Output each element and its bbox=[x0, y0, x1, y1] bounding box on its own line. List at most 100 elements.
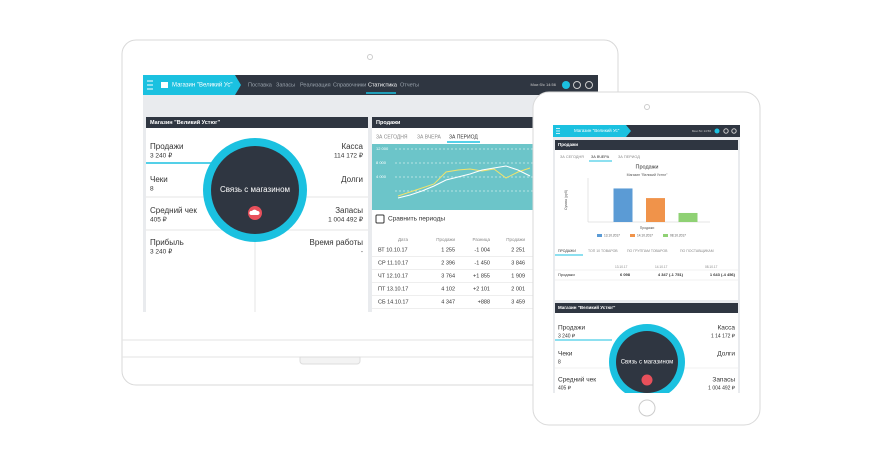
stat-label: Касса bbox=[717, 325, 735, 332]
table-header: Продажи bbox=[436, 237, 455, 242]
laptop-camera bbox=[367, 54, 373, 60]
tab: ЗА ВЧЕРА bbox=[591, 155, 610, 159]
table-cell: +888 bbox=[478, 299, 490, 305]
table-cell: 6 098 bbox=[620, 272, 631, 277]
tab: ЗА ВЧЕРА bbox=[417, 134, 442, 140]
stat-value: 8 bbox=[150, 186, 154, 193]
table-cell: 3 846 bbox=[511, 260, 525, 266]
badge-core bbox=[211, 146, 299, 234]
laptop-notch bbox=[299, 356, 361, 365]
table-cell: 4 347 (-1 751) bbox=[658, 272, 684, 277]
legend-label: 13.10.2017 bbox=[604, 233, 620, 237]
table-cell: -1 450 bbox=[474, 260, 490, 266]
table-cell: 4 347 bbox=[441, 299, 455, 305]
bar bbox=[613, 188, 633, 222]
table-cell: Продажи bbox=[558, 272, 575, 277]
compare-link: Сравнить периоды bbox=[388, 216, 445, 223]
stat-label: Продажи bbox=[150, 142, 183, 151]
panel-header bbox=[555, 140, 738, 150]
table-cell: 2 396 bbox=[441, 260, 455, 266]
connect-label: Связь с магазином bbox=[621, 360, 674, 366]
table-cell: +2 101 bbox=[473, 286, 490, 292]
table-cell: -1 004 bbox=[474, 247, 490, 253]
panel-header bbox=[146, 117, 368, 128]
nav-item: Поставка bbox=[248, 82, 273, 88]
stat-label: Чеки bbox=[558, 351, 573, 358]
nav-item: Статистика bbox=[368, 82, 398, 88]
msg-icon[interactable] bbox=[562, 81, 570, 89]
stat-value: 114 172 ₽ bbox=[334, 152, 364, 160]
connect-label: Связь с магазином bbox=[220, 185, 290, 194]
nav-item: Справочники bbox=[333, 82, 366, 88]
home-button[interactable] bbox=[638, 399, 656, 417]
tablet-camera bbox=[644, 104, 650, 110]
stat-value: 1 004 492 ₽ bbox=[708, 385, 736, 391]
stat-value: 405 ₽ bbox=[150, 216, 168, 224]
tab: ЗА СЕГОДНЯ bbox=[376, 134, 408, 140]
stat-value: 3 240 ₽ bbox=[150, 248, 173, 256]
stat-value: 3 240 ₽ bbox=[558, 333, 576, 339]
menu-icon[interactable] bbox=[556, 128, 560, 134]
x-axis-label: Продажи bbox=[640, 226, 655, 230]
status: Мои б/с 14:56 bbox=[692, 129, 711, 133]
stat-label: Запасы bbox=[335, 206, 363, 215]
tab: ЗА ПЕРИОД bbox=[618, 155, 640, 159]
table-cell: 1 255 bbox=[441, 247, 455, 253]
power-icon[interactable] bbox=[585, 81, 593, 89]
menu-icon[interactable] bbox=[147, 80, 153, 90]
table-header: 08.10.17 bbox=[705, 265, 718, 269]
legend-label: 08.10.2017 bbox=[670, 233, 686, 237]
tab: ПО ПОСТАВЩИКАМ bbox=[680, 249, 714, 253]
connect-badge[interactable]: Связь с магазином bbox=[203, 138, 307, 242]
app-header bbox=[143, 75, 598, 95]
bar-axes bbox=[587, 178, 710, 223]
panel-title: Продажи bbox=[376, 120, 400, 126]
table-header: Дата bbox=[398, 237, 408, 242]
table-lines bbox=[555, 269, 738, 281]
nav-item: Отчеты bbox=[400, 82, 419, 88]
y-tick-label: 4 000 bbox=[376, 174, 387, 179]
table-cell: +1 855 bbox=[473, 273, 490, 279]
stat-label: Время работы bbox=[310, 238, 364, 247]
status: Мои б/с 14:56 bbox=[531, 82, 557, 87]
bar bbox=[678, 212, 698, 222]
legend-label: 14.10.2017 bbox=[637, 233, 653, 237]
chart-title: Продажи bbox=[636, 164, 659, 170]
store-icon bbox=[161, 82, 168, 88]
tab: ЗА ПЕРИОД bbox=[449, 134, 478, 140]
cloud-button[interactable] bbox=[641, 374, 653, 386]
stat-value: 3 240 ₽ bbox=[150, 152, 173, 160]
legend-swatch bbox=[597, 234, 602, 237]
badge-core[interactable] bbox=[616, 331, 678, 393]
table-cell: 1 909 bbox=[511, 273, 525, 279]
panel-header bbox=[372, 117, 598, 128]
msg-icon[interactable] bbox=[714, 128, 720, 134]
stat-value: 8 bbox=[558, 359, 561, 365]
panel-title: Магазин "Великий Устюг" bbox=[558, 304, 615, 310]
calendar-icon[interactable] bbox=[375, 214, 385, 224]
app-brand bbox=[143, 75, 241, 95]
nav-item: Реализация bbox=[300, 82, 331, 88]
stat-value: 1 14 172 ₽ bbox=[711, 333, 736, 339]
table-header: 14.10.17 bbox=[655, 265, 668, 269]
help-icon[interactable] bbox=[723, 128, 729, 134]
tab: ПО ГРУППАМ ТОВАРОВ bbox=[627, 249, 668, 253]
table-header: Продажи bbox=[506, 237, 525, 242]
legend-swatch bbox=[663, 234, 668, 237]
table-cell: ЧТ 12.10.17 bbox=[378, 273, 408, 279]
table-cell: ВТ 10.10.17 bbox=[378, 247, 408, 253]
chart-line bbox=[397, 167, 531, 197]
chart-subtitle: Магазин "Великий Устюг" bbox=[627, 173, 669, 177]
tablet-app: Магазин "Великий Ус" Мои б/с 14:56 Продажи… bbox=[553, 125, 740, 393]
table-cell: 1 643 (-4 456) bbox=[710, 272, 736, 277]
table-cell: СР 11.10.17 bbox=[378, 260, 408, 266]
stat-value: 1 004 492 ₽ bbox=[328, 216, 364, 224]
table-cell: 4 102 bbox=[441, 286, 455, 292]
table-cell: ПТ 13.10.17 bbox=[378, 286, 408, 292]
power-icon[interactable] bbox=[731, 128, 737, 134]
y-tick-label: 8 000 bbox=[376, 160, 387, 165]
table-cell: 3 764 bbox=[441, 273, 455, 279]
nav-item: Запасы bbox=[276, 82, 295, 88]
help-icon[interactable] bbox=[573, 81, 581, 89]
